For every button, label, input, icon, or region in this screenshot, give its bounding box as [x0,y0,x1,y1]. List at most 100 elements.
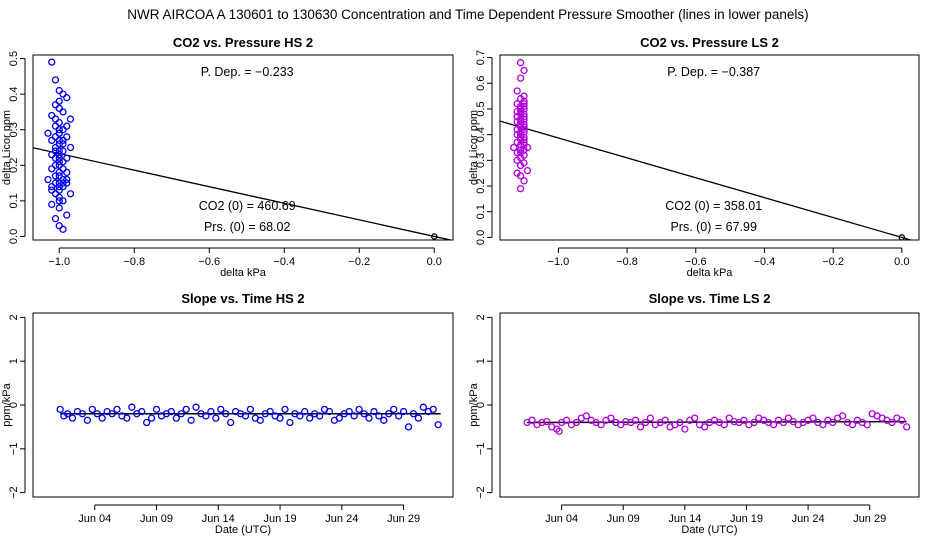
data-point [55,126,63,134]
data-point [59,90,67,98]
data-point [516,184,525,193]
data-point [51,190,60,198]
x-axis-label: Date (UTC) [681,524,737,536]
data-point [48,182,56,191]
data-point [325,407,334,416]
x-tick-label: Jun 04 [545,513,578,525]
y-tick-label: −2 [8,486,20,499]
data-point [48,111,56,120]
data-point [520,123,528,131]
data-point [128,403,136,411]
data-point [51,122,60,130]
data-point [375,412,383,420]
data-point [404,423,413,431]
data-point [66,115,75,123]
data-point [513,156,521,164]
data-point [513,148,521,157]
data-point [691,414,699,422]
data-point [661,416,669,424]
chart-p3: Slope vs. Time HS 2 Jun 04 Jun 09 Jun 14 Jun… [1,291,454,536]
data-point [516,133,525,141]
data-point [98,414,106,422]
data-point [59,158,67,166]
prs-annotation: Prs. (0) = 67.99 [670,220,757,234]
x-axis-label: Date (UTC) [215,524,271,536]
data-point [513,87,521,95]
data-point [646,414,654,422]
data-point [51,215,60,223]
y-tick-label: 0.7 [475,50,487,65]
data-point [113,405,121,414]
x-tick-label: Jun 29 [853,513,886,525]
data-point [63,94,71,102]
prs-annotation: Prs. (0) = 68.02 [204,220,291,234]
data-point [523,166,532,175]
data-layer [56,403,442,431]
data-point [51,101,60,109]
data-point [360,410,368,418]
data-point [784,414,793,422]
data-point [538,418,546,427]
data-point [192,403,200,411]
data-point [631,416,640,424]
data-point [63,168,71,177]
data-point [51,76,60,84]
page-title: NWR AIRCOA A 130601 to 130630 Concentrat… [127,7,808,22]
data-point [48,200,56,209]
data-point [63,410,72,418]
y-tick-label: 2 [475,314,487,320]
data-point [286,418,294,427]
y-tick-label: 0.2 [475,178,487,193]
data-point [51,172,60,180]
data-point [55,118,63,127]
data-point [335,414,344,422]
data-point [429,405,437,414]
data-point [147,414,156,422]
data-point [607,414,615,422]
data-point [520,177,528,185]
data-point [510,143,518,152]
data-point [399,407,408,416]
chart-title: CO2 vs. Pressure HS 2 [173,35,313,50]
data-point [56,405,64,414]
data-point [266,407,274,416]
data-point [622,417,630,426]
data-point [520,97,528,105]
data-point [315,412,324,420]
data-point [414,414,423,422]
data-point [543,417,551,426]
data-point [241,412,250,420]
x-tick-label: Jun 14 [668,513,701,525]
data-point [700,423,709,431]
y-tick-label: 0.5 [8,51,20,66]
data-point [306,414,314,422]
data-point [516,141,525,149]
y-tick-label: 0.1 [475,204,487,219]
data-point [44,175,52,184]
data-point [572,418,581,427]
data-point [55,197,63,205]
data-point [370,407,378,416]
chart-title: Slope vs. Time LS 2 [649,291,771,306]
data-layer [523,410,911,435]
data-point [903,423,911,431]
x-tick-label: −0.8 [123,256,145,268]
chart-p1: CO2 vs. Pressure HS 2 −1.0 −0.8 −0.6 −0.4 −0.… [1,35,454,279]
origin-point [898,234,906,240]
data-point [520,66,528,75]
data-point [516,74,525,82]
data-point [516,59,525,67]
x-axis-label: delta kPa [220,267,267,279]
data-point [434,421,442,429]
y-tick-label: 0.1 [8,193,20,208]
data-point [355,405,363,414]
x-tick-label: Jun 19 [730,513,763,525]
data-point [59,140,67,148]
x-tick-label: Jun 24 [325,513,358,525]
data-point [78,410,87,418]
x-tick-label: −0.2 [822,256,844,268]
y-tick-label: −1 [8,443,20,456]
data-point [55,129,63,137]
data-point [829,418,837,427]
plot-frame [499,54,920,241]
